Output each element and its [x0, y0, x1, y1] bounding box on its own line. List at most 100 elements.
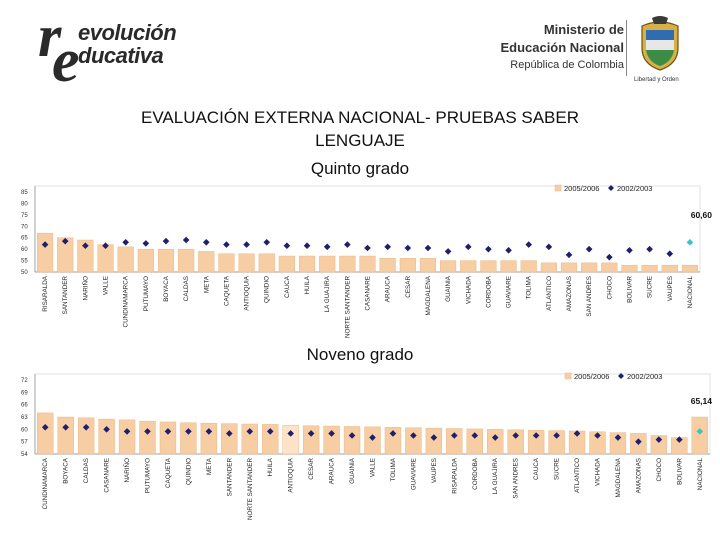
y-tick-label: 65 [21, 236, 28, 242]
category-label: AMAZONAS [566, 276, 573, 311]
bar [178, 248, 195, 273]
bar [323, 425, 340, 455]
y-tick-label: 70 [21, 224, 28, 230]
marker-point [404, 244, 412, 252]
bar [405, 427, 422, 455]
category-label: META [203, 275, 210, 293]
national-average-annotation: 60,60 [691, 210, 713, 220]
marker-point [348, 432, 356, 439]
y-tick-label: 75 [21, 213, 28, 219]
bar [221, 423, 238, 455]
marker-point [565, 251, 573, 259]
marker-point [185, 428, 192, 435]
bar [601, 262, 618, 273]
bar [77, 239, 94, 273]
bar [507, 429, 524, 455]
category-label: GUAINIA [349, 457, 356, 484]
national-average-annotation: 65,14 [691, 396, 713, 406]
bar [661, 264, 678, 273]
category-label: CALDAS [83, 458, 90, 483]
marker-point [553, 432, 560, 439]
category-label: SAN ANDRES [513, 458, 520, 499]
category-label: PUTUMAYO [145, 458, 152, 493]
category-label: QUINDIO [185, 458, 192, 485]
category-label: MAGDALENA [615, 457, 622, 497]
marker-point [512, 432, 519, 439]
category-label: CHOCO [656, 458, 663, 482]
bar [262, 424, 279, 455]
chart-quinto-grado: 50 55 60 65 70 75 80 85 RISARALDA SANTANDER NARIÑO… [21, 184, 713, 338]
marker-point [464, 243, 472, 251]
ministry-divider [626, 20, 627, 76]
category-label: GUAVIARE [410, 458, 417, 490]
marker-point [532, 432, 540, 439]
category-label: NACIONAL [687, 276, 694, 309]
bar [480, 260, 497, 273]
y-tick-label: 80 [21, 201, 28, 207]
bar [238, 253, 255, 273]
bar [641, 264, 658, 273]
ministry-header: Ministerio de Educación Nacional Repúbli… [498, 12, 720, 86]
bar [540, 262, 557, 273]
logo-letter-r: r [38, 3, 62, 69]
bar [399, 258, 416, 273]
marker-point [323, 243, 331, 251]
category-label: CASANARE [365, 276, 372, 311]
category-label: QUINDIO [264, 276, 271, 303]
marker-point [696, 428, 704, 435]
category-label: RISARALDA [451, 457, 458, 493]
bar [691, 416, 708, 455]
bar [446, 428, 463, 455]
category-label: GUAINIA [445, 275, 452, 302]
bar [379, 258, 396, 273]
category-label: GUAVIARE [506, 276, 513, 308]
bar [500, 260, 517, 273]
category-label: ARAUCA [329, 457, 336, 484]
marker-point [182, 236, 190, 244]
bar [157, 248, 175, 273]
category-label: ATLANTICO [546, 276, 553, 311]
category-label: CHOCO [606, 276, 613, 300]
logo-word-educativa: ducativa [78, 43, 164, 68]
marker-point [162, 237, 170, 245]
category-label: PUTUMAYO [143, 276, 150, 311]
bar [57, 237, 74, 273]
bar [466, 428, 483, 455]
bar [487, 429, 504, 455]
ministry-name-line1: Ministerio de [543, 22, 624, 37]
bar [278, 255, 295, 273]
legend-bar-swatch [564, 372, 572, 380]
category-label: TOLIMA [526, 275, 533, 299]
marker-point [646, 245, 653, 253]
bar [589, 431, 606, 455]
bar [137, 248, 154, 273]
ministry-name-line2: Educación Nacional [500, 40, 624, 55]
legend-marker-swatch [608, 185, 614, 191]
page-title-line1: EVALUACIÓN EXTERNA NACIONAL- PRUEBAS SAB… [140, 108, 580, 127]
marker-point [485, 245, 492, 253]
bar [298, 255, 316, 273]
category-label: CESAR [308, 458, 315, 480]
marker-point [594, 432, 601, 439]
bar [581, 262, 598, 273]
bar [258, 253, 275, 273]
legend-marker-label: 2002/2003 [617, 184, 652, 193]
bar [37, 412, 54, 455]
bar [359, 255, 376, 273]
bar [77, 417, 95, 455]
marker-point [266, 428, 274, 435]
category-label: BOYACA [63, 457, 70, 484]
category-label: VALLE [370, 458, 377, 477]
bar [384, 427, 402, 455]
y-tick-label: 60 [21, 247, 28, 253]
category-label: BOLIVAR [626, 276, 633, 303]
bar [339, 255, 356, 273]
y-tick-label: 69 [21, 390, 28, 396]
bar [159, 421, 177, 455]
y-tick-label: 72 [21, 378, 28, 384]
bar [650, 435, 668, 455]
chart-noveno-grado: 54 57 60 63 66 69 72 CUNDINAMARCA BOYACA CALDAS CA… [21, 372, 713, 520]
bar [139, 420, 156, 455]
marker-point [471, 432, 479, 439]
y-tick-label: 50 [21, 270, 28, 276]
